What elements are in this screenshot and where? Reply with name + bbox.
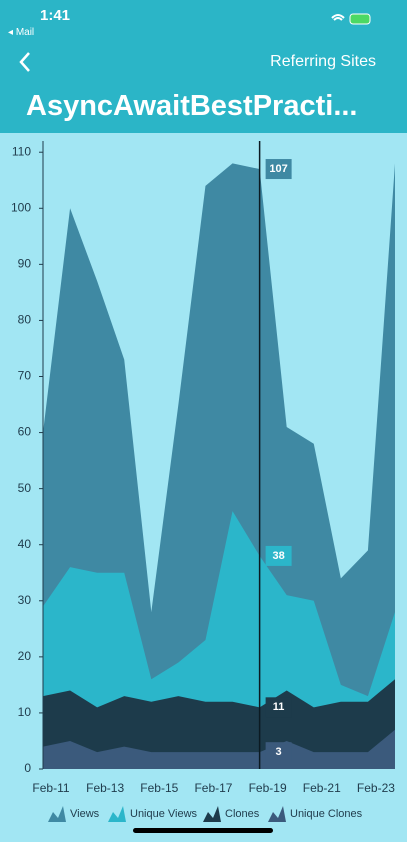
y-tick-label: 50: [18, 481, 32, 495]
y-tick-label: 70: [18, 369, 32, 383]
x-tick-label: Feb-23: [357, 781, 395, 795]
x-tick-label: Feb-13: [86, 781, 124, 795]
legend-label: Unique Clones: [290, 808, 363, 820]
legend-label: Unique Views: [130, 808, 198, 820]
y-tick-label: 20: [18, 649, 32, 663]
y-tick-label: 30: [18, 593, 32, 607]
x-tick-label: Feb-11: [32, 781, 69, 795]
tooltip-value: 3: [276, 746, 282, 758]
x-tick-label: Feb-19: [249, 781, 287, 795]
y-tick-label: 10: [18, 705, 32, 719]
y-tick-label: 90: [18, 257, 32, 271]
tooltip-box: [265, 742, 292, 763]
tooltip-value: 107: [269, 163, 287, 175]
status-icons-svg: [331, 13, 371, 25]
status-back-app[interactable]: ◂ Mail: [8, 27, 35, 38]
legend-icon: [268, 806, 286, 822]
x-tick-label: Feb-15: [140, 781, 178, 795]
legend-label: Views: [70, 808, 100, 820]
tooltip-box: [265, 697, 292, 718]
legend-icon: [203, 806, 221, 822]
chart: 0 10 20 30 40 50 60 70 80 90 100 110 Feb-11 Feb-13 Feb…: [11, 141, 395, 822]
area: [43, 729, 395, 769]
y-tick-label: 100: [11, 200, 31, 214]
legend-label: Clones: [225, 808, 260, 820]
y-tick-label: 110: [12, 144, 31, 158]
back-button[interactable]: [16, 50, 36, 74]
home-indicator: [133, 828, 273, 833]
x-tick-label: Feb-17: [194, 781, 232, 795]
status-time: 1:41: [40, 7, 71, 24]
legend-icon: [48, 806, 66, 822]
nav-title: Referring Sites: [270, 53, 376, 70]
y-tick-label: 0: [24, 761, 31, 775]
y-tick-label: 80: [18, 313, 32, 327]
tooltip-value: 38: [272, 550, 284, 562]
x-tick-label: Feb-21: [303, 781, 341, 795]
area: [43, 679, 395, 769]
y-tick-label: 40: [18, 537, 32, 551]
back-app-label: Mail: [15, 27, 35, 38]
legend-icon: [108, 806, 126, 822]
tooltip-box: [265, 159, 292, 180]
tooltip-box: [265, 545, 292, 566]
y-tick-label: 60: [18, 425, 32, 439]
status-icons: [330, 12, 374, 25]
tooltip-value: 11: [273, 701, 285, 713]
header: 1:41 ◂ Mail Referring Sites AsyncAwaitBe…: [0, 0, 407, 133]
page-title: AsyncAwaitBestPracti...: [26, 90, 358, 122]
